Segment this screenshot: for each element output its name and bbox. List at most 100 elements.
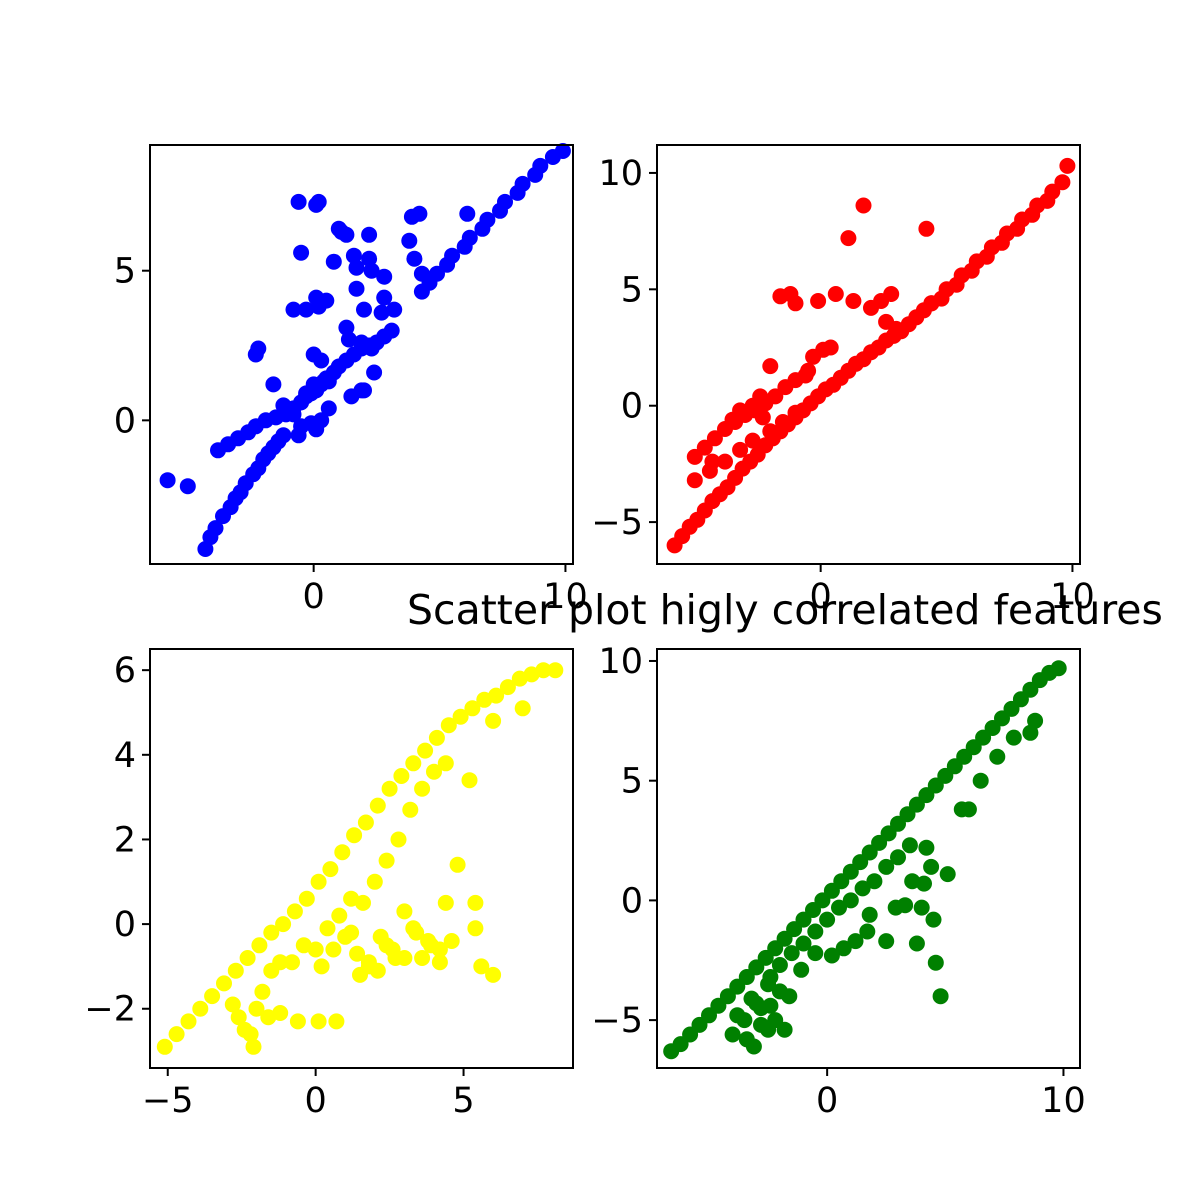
scatter-points-top-left [159,143,571,557]
scatter-point [393,768,410,784]
x-tick-label: 10 [1050,577,1095,617]
scatter-point [1022,724,1039,741]
scatter-point [474,220,491,237]
scatter-point [426,763,442,780]
y-tick-label: 6 [114,651,136,691]
scatter-point [762,358,779,375]
scatter-points-top-right [666,157,1076,554]
scatter-point [378,852,395,869]
scatter-point [878,933,895,950]
scatter-point [245,1038,262,1055]
scatter-point [357,814,374,831]
scatter-point [298,301,315,318]
y-tick-label: 4 [114,736,136,776]
scatter-point [717,453,733,470]
scatter-point [499,679,516,696]
scatter-point [405,920,422,937]
scatter-point [704,453,721,470]
scatter-point [275,427,292,444]
scatter-point [437,755,454,772]
scatter-point [230,1009,247,1026]
scatter-point [310,1013,327,1030]
scatter-point [369,962,386,979]
scatter-point [762,997,779,1014]
scatter-point [423,937,439,954]
scatter-point [918,220,935,237]
scatter-point [290,193,307,210]
scatter-point [414,950,431,966]
scatter-point [783,945,800,962]
scatter-point [989,748,1006,765]
subplot-top-left: 0 10 0 5 [114,143,588,617]
x-tick-label: −5 [142,1081,194,1121]
scatter-point [1054,174,1071,191]
scatter-point [835,940,852,957]
scatter-point [901,837,918,854]
scatter-point [216,975,232,992]
scatter-point [807,945,824,962]
scatter-point [467,920,484,937]
scatter-point [793,961,810,978]
scatter-point [320,400,337,417]
y-tick-label: 0 [621,387,643,427]
scatter-point [387,950,404,966]
scatter-point [800,362,817,379]
scatter-point [1039,192,1056,209]
scatter-point [421,274,438,291]
y-tick-label: −5 [591,503,643,543]
scatter-point [443,933,460,949]
scatter-point [310,873,327,890]
scatter-point [348,259,365,276]
scatter-point [414,780,431,797]
scatter-point [762,423,779,440]
scatter-point [293,244,310,261]
scatter-point [854,880,871,897]
scatter-point [272,1005,289,1021]
subplot-top-right: 0 10 −5 0 5 10 [591,144,1095,617]
scatter-point [325,941,342,958]
scatter-point [948,276,965,293]
scatter-point [242,1026,259,1043]
scatter-point [878,858,895,875]
scatter-point [732,402,749,419]
scatter-point [686,448,703,465]
scatter-point [227,962,244,979]
scatter-point [897,897,914,914]
x-tick-label: 0 [810,577,832,617]
scatter-point [514,700,531,717]
scatter-point [467,894,484,911]
scatter-point [405,755,422,772]
scatter-point [383,322,400,339]
scatter-point [706,430,723,447]
scatter-point [224,996,241,1013]
scatter-point [390,831,407,848]
scatter-point [204,988,221,1005]
scatter-point [310,193,327,210]
scatter-point [378,937,395,954]
scatter-point [753,1016,769,1033]
scatter-point [459,205,476,222]
scatter-point [346,827,363,844]
scatter-point [745,1038,762,1055]
scatter-point [861,906,878,923]
scatter-point [331,907,348,924]
scatter-point [338,226,355,243]
x-tick-label: 0 [303,577,325,617]
scatter-point [417,742,434,759]
scatter-point [439,256,456,273]
scatter-point [774,414,791,430]
scatter-point [925,911,942,928]
scatter-point [972,772,989,789]
scatter-point [334,844,351,861]
scatter-point [509,184,526,201]
scatter-point [250,340,267,357]
scatter-point [290,427,307,444]
scatter-point [325,253,342,270]
scatter-point [732,441,749,458]
scatter-point [754,409,771,426]
scatter-point [452,708,469,725]
y-tick-label: 5 [621,762,643,802]
